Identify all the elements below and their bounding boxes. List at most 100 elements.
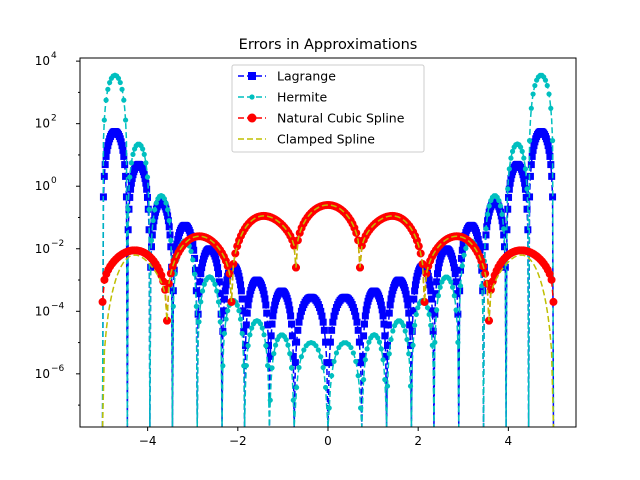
data-point: [322, 384, 329, 391]
data-point: [434, 307, 440, 313]
data-point: [451, 270, 459, 278]
data-point: [463, 245, 469, 251]
data-point: [127, 174, 133, 180]
data-point: [377, 301, 385, 309]
data-point: [449, 284, 456, 290]
legend: Lagrange Hermite Natural Cubic Spline Clamp…: [231, 64, 425, 153]
data-point: [409, 307, 417, 315]
data-point: [146, 206, 152, 213]
data-point: [385, 309, 393, 317]
data-point: [455, 339, 461, 345]
data-point: [448, 279, 454, 285]
data-point: [526, 172, 534, 180]
data-point: [479, 283, 485, 289]
data-point: [431, 310, 439, 318]
data-point: [243, 309, 251, 317]
data-point: [499, 211, 505, 218]
data-point: [401, 286, 409, 294]
y-tick-exponent: −6: [51, 364, 65, 374]
data-point: [188, 248, 194, 254]
data-point: [415, 305, 421, 311]
data-point: [359, 352, 367, 360]
data-point: [546, 91, 552, 97]
data-point: [459, 263, 465, 269]
data-point: [408, 327, 416, 335]
data-point: [519, 171, 527, 179]
data-point: [117, 79, 123, 86]
data-point: [459, 240, 467, 248]
data-point: [121, 161, 129, 169]
data-point: [243, 362, 249, 369]
data-point: [163, 208, 171, 216]
data-point: [214, 288, 220, 294]
data-point: [449, 255, 457, 263]
data-point: [141, 174, 149, 182]
data-point: [387, 295, 395, 303]
legend-label: Lagrange: [277, 69, 336, 84]
data-point: [521, 155, 527, 161]
data-point: [220, 295, 228, 303]
data-point: [153, 200, 159, 206]
x-tick-label: 2: [414, 434, 422, 448]
data-point: [404, 336, 410, 343]
data-point: [422, 269, 431, 278]
data-point: [290, 397, 296, 403]
data-point: [296, 312, 304, 320]
data-point: [352, 312, 360, 320]
data-point: [163, 316, 172, 325]
data-point: [287, 351, 293, 357]
data-point: [375, 335, 381, 341]
data-point: [528, 152, 536, 160]
data-point: [326, 338, 334, 346]
data-point: [407, 383, 414, 389]
data-point: [522, 166, 529, 172]
data-point: [117, 138, 125, 146]
data-point: [147, 263, 155, 271]
data-point: [125, 206, 131, 213]
data-point: [215, 299, 222, 305]
data-point: [384, 321, 392, 329]
data-point: [402, 328, 408, 334]
data-point: [425, 276, 433, 284]
data-point: [357, 359, 365, 367]
data-point: [381, 332, 389, 340]
data-point: [500, 231, 508, 239]
data-point: [261, 332, 267, 338]
data-point: [223, 316, 229, 322]
data-point: [450, 264, 458, 272]
data-point: [288, 365, 295, 371]
data-point: [405, 309, 413, 317]
data-point: [530, 91, 536, 97]
data-point: [141, 151, 147, 157]
data-point: [296, 364, 302, 371]
data-point: [410, 295, 418, 303]
data-point: [388, 336, 394, 343]
x-tick-label: −2: [229, 434, 247, 448]
data-point: [98, 297, 107, 306]
data-point: [107, 79, 113, 86]
data-point: [190, 246, 198, 254]
data-point: [152, 207, 158, 213]
data-point: [412, 322, 418, 328]
data-point: [410, 342, 416, 348]
data-point: [103, 97, 109, 103]
data-point: [331, 307, 339, 315]
data-point: [457, 283, 464, 289]
data-point: [358, 405, 364, 411]
y-tick-exponent: −4: [51, 301, 65, 311]
data-point: [143, 160, 149, 166]
data-point: [247, 332, 253, 338]
data-point: [237, 316, 244, 322]
data-point: [420, 297, 429, 306]
data-point: [219, 327, 227, 335]
data-point: [151, 212, 159, 220]
y-tick-label: 10: [35, 367, 50, 381]
data-point: [143, 185, 151, 193]
data-point: [189, 240, 197, 248]
data-point: [240, 327, 248, 335]
data-point: [102, 152, 110, 160]
data-point: [161, 196, 167, 202]
data-point: [119, 146, 127, 154]
data-point: [543, 138, 551, 146]
data-point: [376, 297, 384, 305]
